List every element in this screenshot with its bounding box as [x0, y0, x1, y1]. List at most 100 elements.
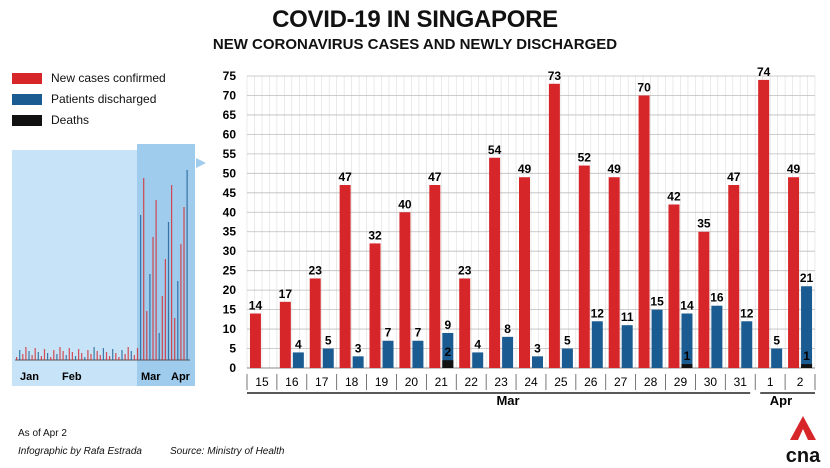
y-tick-label: 20 — [223, 283, 237, 297]
bar-discharged — [771, 348, 783, 368]
data-label-discharged: 12 — [740, 306, 754, 320]
data-label-new-cases: 47 — [338, 170, 352, 184]
x-tick-label: 15 — [255, 375, 269, 389]
chart-title: COVID-19 IN SINGAPORE — [272, 6, 558, 33]
bar-discharged — [621, 325, 633, 368]
data-label-new-cases: 49 — [518, 162, 532, 176]
legend-item-new-cases: New cases confirmed — [12, 68, 166, 88]
legend-swatch-deaths — [12, 114, 42, 126]
y-tick-label: 55 — [223, 147, 237, 161]
y-tick-label: 70 — [223, 88, 237, 102]
x-tick-label: 23 — [494, 375, 508, 389]
y-tick-label: 30 — [223, 244, 237, 258]
bar-discharged — [711, 305, 723, 368]
bar-new-cases — [249, 313, 261, 368]
data-label-discharged: 21 — [800, 271, 814, 285]
bar-discharged — [651, 309, 663, 368]
as-of-date: As of Apr 2 — [18, 428, 67, 439]
legend-label-new-cases: New cases confirmed — [51, 71, 166, 85]
bar-new-cases — [429, 185, 441, 368]
data-label-new-cases: 32 — [368, 228, 382, 242]
data-label-new-cases: 52 — [578, 151, 592, 165]
bar-new-cases — [339, 185, 351, 368]
bar-discharged — [352, 356, 364, 368]
bars: 1417423547332740747922345484937355212491… — [249, 65, 814, 368]
data-label-new-cases: 70 — [637, 80, 651, 94]
bar-discharged — [382, 340, 394, 368]
data-label-new-cases: 40 — [398, 197, 412, 211]
x-tick-label: 16 — [285, 375, 299, 389]
x-tick-label: 24 — [524, 375, 538, 389]
x-tick-label: 30 — [704, 375, 718, 389]
data-label-discharged: 3 — [355, 341, 362, 355]
bar-deaths — [442, 360, 454, 368]
chart-subtitle: NEW CORONAVIRUS CASES AND NEWLY DISCHARG… — [212, 36, 618, 53]
data-label-new-cases: 74 — [757, 65, 771, 79]
y-tick-label: 5 — [229, 342, 236, 356]
x-tick-label: 1 — [767, 375, 774, 389]
bar-discharged — [412, 340, 424, 368]
bar-new-cases — [309, 278, 321, 368]
data-label-discharged: 5 — [325, 334, 332, 348]
bar-discharged — [801, 286, 813, 368]
bar-new-cases — [638, 95, 650, 368]
data-label-discharged: 16 — [710, 291, 724, 305]
y-tick-label: 60 — [223, 127, 237, 141]
cna-logo-mark — [790, 416, 816, 440]
data-label-deaths: 2 — [444, 345, 451, 359]
data-label-new-cases: 47 — [428, 170, 442, 184]
cna-logo: cna — [786, 416, 821, 466]
bar-discharged — [741, 321, 753, 368]
data-label-discharged: 8 — [504, 322, 511, 336]
x-tick-label: 28 — [644, 375, 658, 389]
bar-new-cases — [668, 204, 680, 368]
data-label-new-cases: 35 — [697, 217, 711, 231]
bar-deaths — [801, 364, 813, 368]
data-label-new-cases: 17 — [279, 287, 293, 301]
bar-new-cases — [399, 212, 411, 368]
bar-new-cases — [369, 243, 381, 368]
x-tick-label: 2 — [797, 375, 804, 389]
bar-discharged — [292, 352, 304, 368]
bar-discharged — [532, 356, 543, 368]
bar-new-cases — [279, 301, 291, 368]
legend: New cases confirmed Patients discharged … — [12, 68, 166, 131]
bar-new-cases — [548, 83, 560, 368]
x-tick-label: 22 — [465, 375, 479, 389]
bar-new-cases — [608, 177, 620, 368]
legend-item-discharged: Patients discharged — [12, 89, 166, 109]
y-tick-label: 65 — [223, 108, 237, 122]
data-label-discharged: 4 — [474, 337, 481, 351]
x-tick-label: 29 — [674, 375, 688, 389]
source-note: Source: Ministry of Health — [170, 446, 285, 457]
y-tick-label: 35 — [223, 225, 237, 239]
bar-discharged — [442, 332, 454, 368]
y-tick-label: 15 — [223, 303, 237, 317]
month-label-mar: Mar — [496, 393, 519, 408]
bar-new-cases — [698, 231, 710, 368]
legend-label-discharged: Patients discharged — [51, 92, 157, 106]
x-tick-label: 25 — [554, 375, 568, 389]
data-label-discharged: 11 — [621, 310, 634, 324]
data-label-new-cases: 23 — [458, 263, 472, 277]
data-label-new-cases: 73 — [548, 69, 562, 83]
y-tick-label: 75 — [223, 69, 237, 83]
x-tick-label: 17 — [315, 375, 329, 389]
y-tick-label: 40 — [223, 205, 237, 219]
month-label-apr: Apr — [770, 393, 792, 408]
data-label-new-cases: 49 — [787, 162, 801, 176]
data-label-discharged: 5 — [773, 334, 780, 348]
x-tick-label: 20 — [405, 375, 419, 389]
infographic-credit: Infographic by Rafa Estrada — [18, 446, 142, 457]
data-label-discharged: 15 — [650, 295, 664, 309]
legend-swatch-discharged — [12, 93, 42, 105]
x-tick-label: 27 — [614, 375, 628, 389]
bar-discharged — [591, 321, 603, 368]
bar-new-cases — [489, 157, 501, 368]
data-label-new-cases: 49 — [608, 162, 622, 176]
bar-new-cases — [519, 177, 530, 368]
data-label-discharged: 5 — [564, 334, 571, 348]
legend-item-deaths: Deaths — [12, 110, 166, 130]
x-tick-label: 26 — [584, 375, 598, 389]
